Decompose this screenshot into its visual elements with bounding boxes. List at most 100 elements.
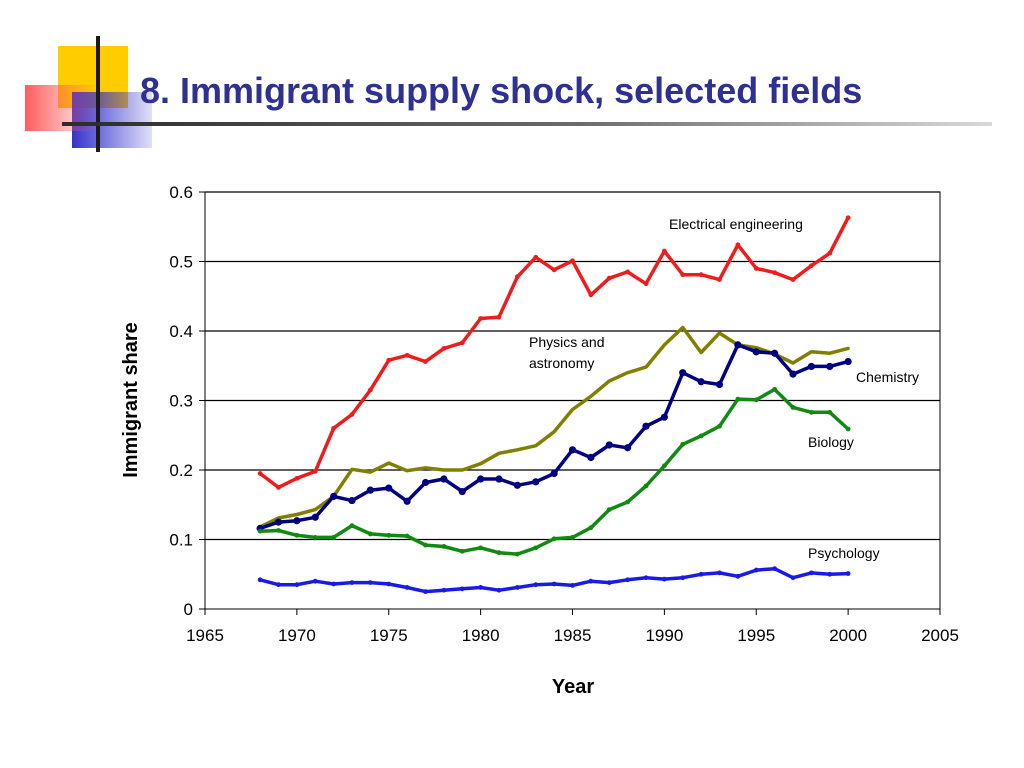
biology-point [404, 533, 410, 539]
biology-point [349, 523, 355, 528]
y-tick-label: 0.3 [169, 392, 193, 411]
chemistry-point [568, 446, 577, 454]
biology-point [514, 551, 520, 557]
electrical-engineering-point [753, 266, 759, 271]
y-axis-title: Immigrant share [120, 322, 142, 478]
electrical-engineering-label-line: Electrical engineering [669, 216, 803, 232]
chemistry-point [366, 486, 374, 494]
chemistry-point [403, 497, 411, 505]
biology-point [735, 396, 741, 402]
chemistry-label: Chemistry [856, 369, 919, 385]
chemistry-point [789, 370, 797, 378]
psychology-point [533, 582, 539, 588]
biology-point [808, 409, 814, 415]
electrical-engineering-point [735, 242, 741, 248]
electrical-engineering-point [496, 314, 502, 320]
chemistry-point [385, 484, 393, 492]
chemistry-point [532, 478, 540, 486]
biology-point [331, 535, 337, 540]
chemistry-point [513, 481, 521, 489]
electrical-engineering-point [625, 269, 631, 275]
physics-and-astronomy-label-line: astronomy [529, 355, 594, 371]
psychology-point [331, 581, 337, 587]
biology-point [459, 548, 465, 554]
chemistry-point [440, 475, 448, 483]
chemistry-line [258, 343, 850, 531]
psychology-point [772, 566, 778, 572]
chemistry-point [605, 441, 613, 449]
electrical-engineering-point [717, 277, 722, 282]
biology-point [386, 532, 392, 538]
psychology-point [459, 586, 465, 592]
physics-and-astronomy-line [258, 325, 850, 529]
psychology-label: Psychology [808, 545, 880, 561]
biology-point [790, 405, 796, 410]
psychology-point [698, 571, 704, 577]
electrical-engineering-point [551, 267, 557, 273]
electrical-engineering-point [772, 270, 778, 276]
biology-point [423, 542, 428, 548]
biology-point [698, 433, 704, 439]
biology-point [276, 528, 281, 533]
chemistry-point [311, 513, 319, 521]
biology-label: Biology [808, 434, 854, 450]
chemistry-point [293, 517, 301, 525]
electrical-engineering-label: Electrical engineering [669, 216, 803, 232]
electrical-engineering-point [367, 387, 373, 393]
electrical-engineering-point [514, 274, 520, 280]
psychology-point [404, 585, 410, 590]
biology-label-line: Biology [808, 434, 854, 450]
psychology-point [661, 576, 667, 582]
biology-point [753, 397, 759, 403]
psychology-point [625, 577, 631, 583]
psychology-point [349, 580, 355, 585]
y-tick-label: 0.4 [169, 322, 193, 341]
psychology-point [496, 587, 502, 593]
chemistry-point [421, 478, 430, 487]
psychology-point [643, 575, 649, 581]
psychology-point [790, 575, 796, 581]
biology-point [294, 532, 300, 538]
biology-point [643, 483, 649, 489]
biology-point [827, 409, 833, 415]
electrical-engineering-point [790, 277, 796, 282]
slide-title: 8. Immigrant supply shock, selected fiel… [140, 70, 863, 111]
chemistry-point [771, 349, 779, 357]
psychology-line [258, 566, 850, 594]
biology-point [606, 507, 612, 513]
biology-point [533, 545, 539, 551]
psychology-point [423, 589, 428, 595]
x-tick-label: 2000 [829, 626, 867, 645]
x-tick-label: 1975 [370, 626, 408, 645]
chemistry-point [844, 357, 852, 366]
biology-point [441, 544, 447, 549]
x-tick-label: 1980 [462, 626, 500, 645]
electrical-engineering-point [423, 359, 428, 364]
x-tick-label: 1995 [737, 626, 775, 645]
psychology-point [606, 580, 612, 585]
psychology-point [845, 571, 851, 576]
chemistry-point [642, 422, 650, 430]
axes: 0 0.1 0.2 0.3 0.4 0.5 0.6 1965 1970 1975 1980 1985 1… [169, 183, 959, 645]
electrical-engineering-point [570, 258, 575, 264]
electrical-engineering-point [331, 425, 337, 431]
chemistry-point [477, 475, 485, 483]
chemistry-point [660, 413, 668, 421]
biology-point [588, 525, 594, 531]
electrical-engineering-point [808, 263, 814, 269]
psychology-point [514, 585, 520, 590]
electrical-engineering-point [661, 248, 667, 254]
y-tick-label: 0.6 [169, 183, 193, 202]
series-lines [256, 215, 852, 595]
electrical-engineering-point [349, 412, 355, 417]
chemistry-point [587, 453, 595, 462]
chemistry-point [550, 469, 558, 478]
electrical-engineering-point [441, 345, 447, 351]
y-tick-label: 0 [184, 600, 193, 619]
chemistry-point [697, 378, 705, 386]
logo-vertical-line [96, 36, 100, 152]
electrical-engineering-point [588, 292, 594, 298]
biology-point [680, 441, 686, 447]
biology-point [570, 535, 575, 540]
psychology-point [441, 587, 447, 593]
